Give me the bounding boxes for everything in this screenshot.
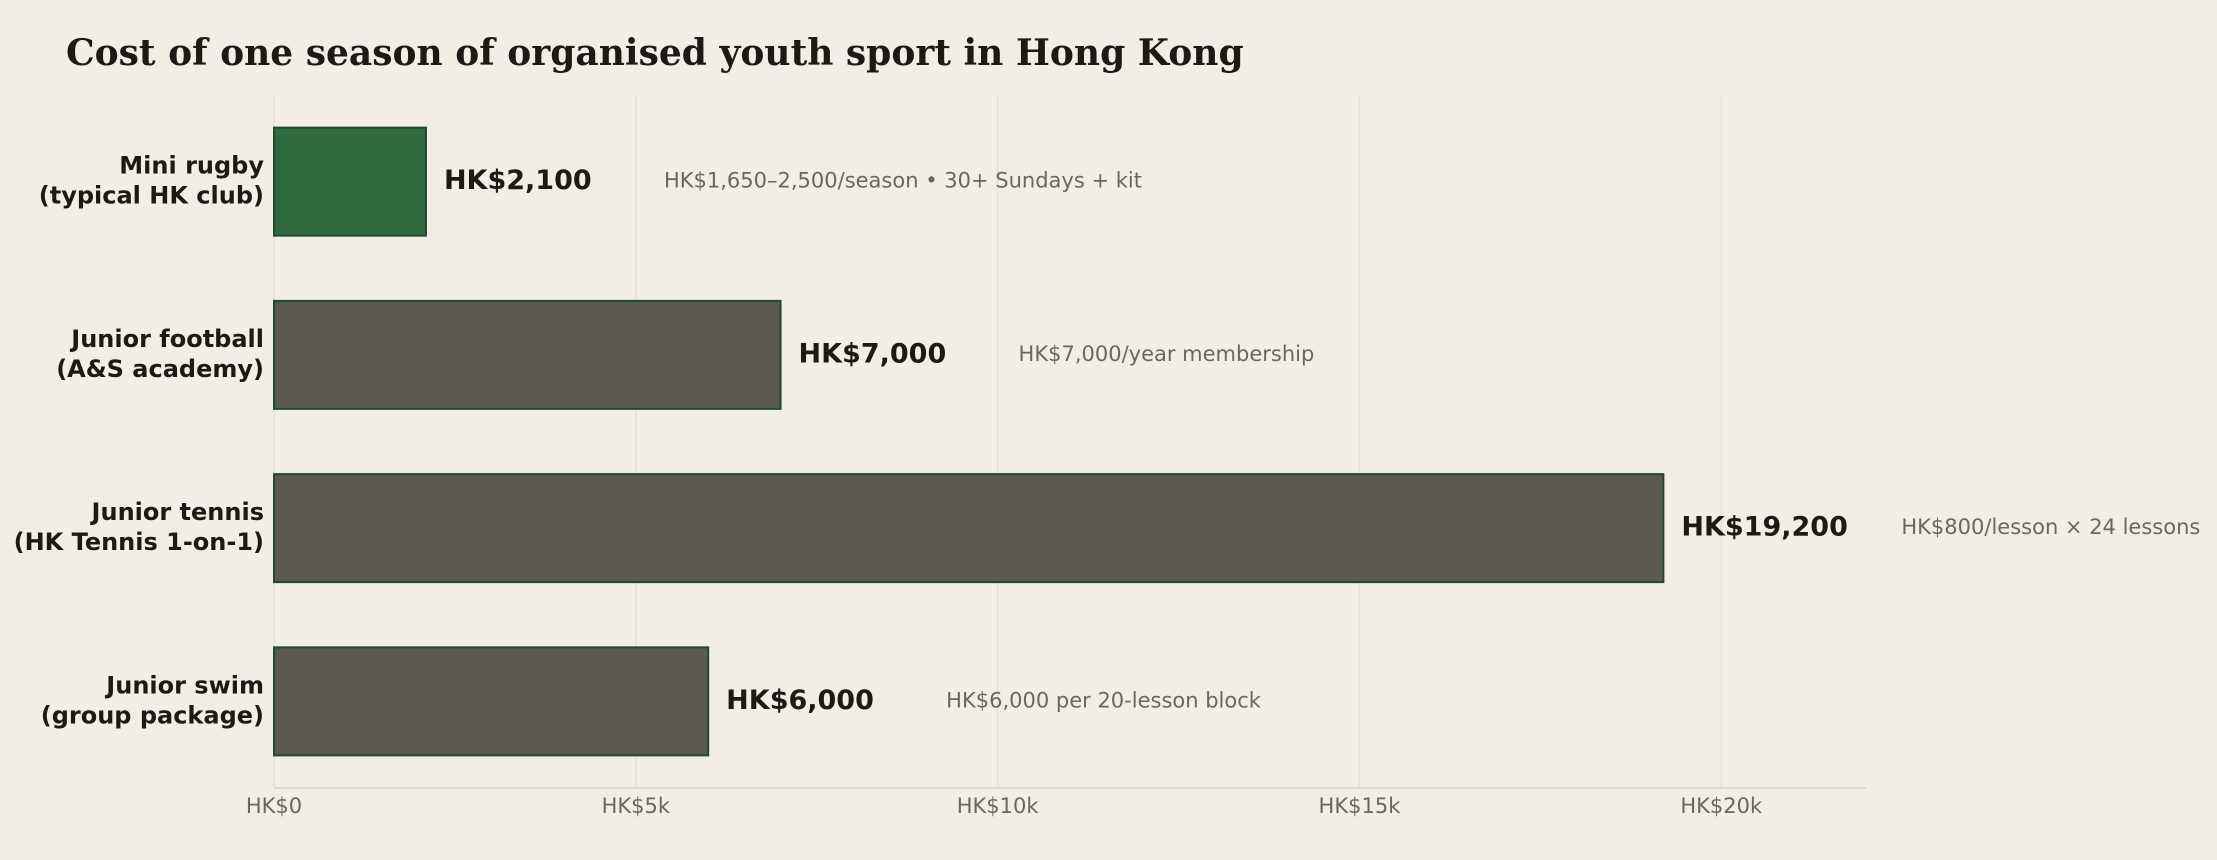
bar bbox=[273, 299, 782, 410]
x-tick-label: HK$0 bbox=[246, 794, 302, 818]
value-label: HK$2,100 bbox=[444, 165, 592, 196]
y-tick-label: Mini rugby bbox=[119, 152, 264, 180]
annotation: HK$800/lesson × 24 lessons bbox=[1901, 515, 2200, 539]
value-label: HK$19,200 bbox=[1681, 512, 1848, 543]
y-tick-label: (typical HK club) bbox=[39, 182, 264, 210]
y-tick-label: (HK Tennis 1-on-1) bbox=[14, 528, 264, 556]
y-tick-label: Junior football bbox=[69, 325, 264, 353]
x-tick-label: HK$15k bbox=[1319, 794, 1402, 818]
bar bbox=[273, 473, 1665, 584]
annotation: HK$1,650–2,500/season • 30+ Sundays + ki… bbox=[664, 169, 1142, 193]
x-tick-label: HK$10k bbox=[957, 794, 1040, 818]
x-tick-label: HK$20k bbox=[1680, 794, 1763, 818]
y-tick-label: Junior swim bbox=[104, 671, 264, 699]
annotation: HK$7,000/year membership bbox=[1019, 342, 1315, 366]
y-tick-label: (group package) bbox=[41, 701, 264, 729]
y-tick-label: Junior tennis bbox=[90, 498, 264, 526]
value-label: HK$7,000 bbox=[799, 338, 947, 369]
chart-title: Cost of one season of organised youth sp… bbox=[66, 32, 1244, 74]
y-tick-label: (A&S academy) bbox=[56, 355, 264, 383]
x-tick-label: HK$5k bbox=[602, 794, 671, 818]
bar bbox=[273, 646, 710, 757]
bar bbox=[273, 126, 427, 237]
annotation: HK$6,000 per 20-lesson block bbox=[946, 688, 1262, 712]
value-label: HK$6,000 bbox=[726, 685, 874, 716]
